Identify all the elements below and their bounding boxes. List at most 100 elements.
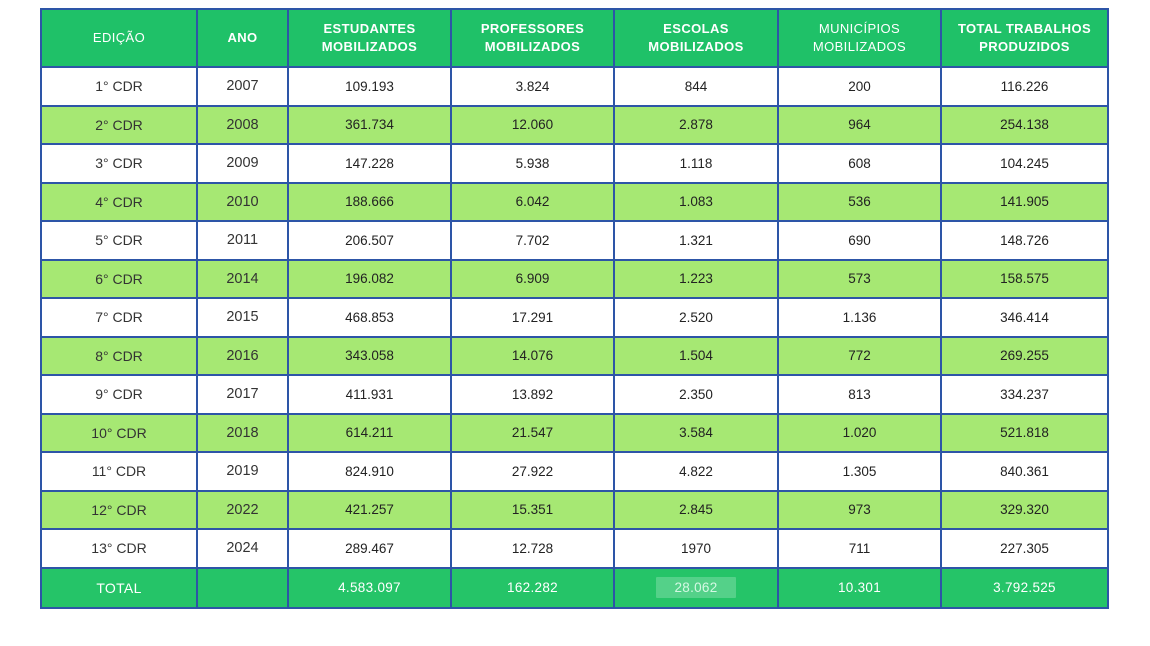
column-header-escolas-cell: ESCOLAS MOBILIZADOS <box>613 8 779 68</box>
total-edition-cell: TOTAL <box>40 566 198 609</box>
year-cell: 2008 <box>196 104 289 145</box>
total-trabalhos-cell: 334.237 <box>940 374 1109 415</box>
estudantes-cell: 614.211 <box>287 412 452 453</box>
estudantes-cell: 206.507 <box>287 220 452 261</box>
municipios-cell: 1.305 <box>777 451 942 492</box>
estudantes-cell: 147.228 <box>287 143 452 184</box>
column-header-year-cell: ANO <box>196 8 289 68</box>
total-trabalhos-cell: 227.305 <box>940 528 1109 569</box>
escolas-cell: 1.083 <box>613 181 779 222</box>
professores-cell: 12.728 <box>450 528 615 569</box>
edition-cell: 12° CDR <box>40 489 198 530</box>
total-year-cell <box>196 566 289 609</box>
professores-cell: 15.351 <box>450 489 615 530</box>
professores-cell: 14.076 <box>450 335 615 376</box>
escolas-total-highlight: 28.062 <box>656 577 736 598</box>
edition-cell: 4° CDR <box>40 181 198 222</box>
municipios-cell: 964 <box>777 104 942 145</box>
table-row: 11° CDR 2019 824.910 27.922 4.822 1.305 840.36… <box>40 451 1109 492</box>
edition-cell: 9° CDR <box>40 374 198 415</box>
total-row: TOTAL 4.583.097 162.282 28.062 10.301 3.792.5… <box>40 566 1109 609</box>
table-row: 3° CDR 2009 147.228 5.938 1.118 608 104.245 <box>40 143 1109 184</box>
professores-cell: 6.909 <box>450 258 615 299</box>
escolas-cell: 2.845 <box>613 489 779 530</box>
escolas-cell: 844 <box>613 66 779 107</box>
escolas-cell: 2.520 <box>613 297 779 338</box>
column-header-professores-cell: PROFESSORES MOBILIZADOS <box>450 8 615 68</box>
total-estudantes-cell: 4.583.097 <box>287 566 452 609</box>
professores-cell: 3.824 <box>450 66 615 107</box>
edition-cell: 10° CDR <box>40 412 198 453</box>
edition-cell: 13° CDR <box>40 528 198 569</box>
professores-cell: 17.291 <box>450 297 615 338</box>
estudantes-cell: 188.666 <box>287 181 452 222</box>
year-cell: 2011 <box>196 220 289 261</box>
edition-cell: 5° CDR <box>40 220 198 261</box>
year-cell: 2024 <box>196 528 289 569</box>
column-header-municipios-cell: MUNICÍPIOS MOBILIZADOS <box>777 8 942 68</box>
table-row: 9° CDR 2017 411.931 13.892 2.350 813 334.237 <box>40 374 1109 415</box>
escolas-cell: 1.321 <box>613 220 779 261</box>
escolas-cell: 4.822 <box>613 451 779 492</box>
estudantes-cell: 361.734 <box>287 104 452 145</box>
year-cell: 2015 <box>196 297 289 338</box>
year-cell: 2022 <box>196 489 289 530</box>
estudantes-cell: 196.082 <box>287 258 452 299</box>
professores-cell: 7.702 <box>450 220 615 261</box>
total-trabalhos-cell: 521.818 <box>940 412 1109 453</box>
estudantes-cell: 421.257 <box>287 489 452 530</box>
total-total-trabalhos-cell: 3.792.525 <box>940 566 1109 609</box>
estudantes-cell: 824.910 <box>287 451 452 492</box>
professores-cell: 21.547 <box>450 412 615 453</box>
professores-cell: 12.060 <box>450 104 615 145</box>
table-row: 1° CDR 2007 109.193 3.824 844 200 116.226 <box>40 66 1109 107</box>
edition-cell: 7° CDR <box>40 297 198 338</box>
escolas-cell: 1970 <box>613 528 779 569</box>
municipios-cell: 973 <box>777 489 942 530</box>
year-cell: 2007 <box>196 66 289 107</box>
edition-cell: 2° CDR <box>40 104 198 145</box>
column-header-estudantes-cell: ESTUDANTES MOBILIZADOS <box>287 8 452 68</box>
total-trabalhos-cell: 148.726 <box>940 220 1109 261</box>
table-row: 8° CDR 2016 343.058 14.076 1.504 772 269.255 <box>40 335 1109 376</box>
table-row: 4° CDR 2010 188.666 6.042 1.083 536 141.905 <box>40 181 1109 222</box>
table-header: EDIÇÃO ANO ESTUDANTES MOBILIZADOS PROFESSOR… <box>40 8 1109 68</box>
year-cell: 2019 <box>196 451 289 492</box>
total-trabalhos-cell: 141.905 <box>940 181 1109 222</box>
table-row: 13° CDR 2024 289.467 12.728 1970 711 227.305 <box>40 528 1109 569</box>
table-row: 5° CDR 2011 206.507 7.702 1.321 690 148.726 <box>40 220 1109 261</box>
total-trabalhos-cell: 269.255 <box>940 335 1109 376</box>
page: EDIÇÃO ANO ESTUDANTES MOBILIZADOS PROFESSOR… <box>40 8 1109 609</box>
table-row: 6° CDR 2014 196.082 6.909 1.223 573 158.575 <box>40 258 1109 299</box>
municipios-cell: 200 <box>777 66 942 107</box>
year-cell: 2014 <box>196 258 289 299</box>
column-header-total-trabalhos-cell: TOTAL TRABALHOS PRODUZIDOS <box>940 8 1109 68</box>
escolas-cell: 3.584 <box>613 412 779 453</box>
municipios-cell: 711 <box>777 528 942 569</box>
professores-cell: 13.892 <box>450 374 615 415</box>
edition-cell: 1° CDR <box>40 66 198 107</box>
table-footer: TOTAL 4.583.097 162.282 28.062 10.301 3.792.5… <box>40 566 1109 609</box>
edition-cell: 11° CDR <box>40 451 198 492</box>
escolas-cell: 2.878 <box>613 104 779 145</box>
total-trabalhos-cell: 158.575 <box>940 258 1109 299</box>
total-trabalhos-cell: 329.320 <box>940 489 1109 530</box>
estudantes-cell: 109.193 <box>287 66 452 107</box>
estudantes-cell: 411.931 <box>287 374 452 415</box>
municipios-cell: 1.136 <box>777 297 942 338</box>
total-trabalhos-cell: 116.226 <box>940 66 1109 107</box>
header-row: EDIÇÃO ANO ESTUDANTES MOBILIZADOS PROFESSOR… <box>40 8 1109 68</box>
professores-cell: 5.938 <box>450 143 615 184</box>
total-municipios-cell: 10.301 <box>777 566 942 609</box>
municipios-cell: 608 <box>777 143 942 184</box>
edition-cell: 3° CDR <box>40 143 198 184</box>
year-cell: 2018 <box>196 412 289 453</box>
table-body: 1° CDR 2007 109.193 3.824 844 200 116.226 2° CD… <box>40 66 1109 569</box>
escolas-cell: 2.350 <box>613 374 779 415</box>
escolas-cell: 1.504 <box>613 335 779 376</box>
total-professores-cell: 162.282 <box>450 566 615 609</box>
municipios-cell: 573 <box>777 258 942 299</box>
total-trabalhos-cell: 346.414 <box>940 297 1109 338</box>
year-cell: 2017 <box>196 374 289 415</box>
edition-cell: 8° CDR <box>40 335 198 376</box>
